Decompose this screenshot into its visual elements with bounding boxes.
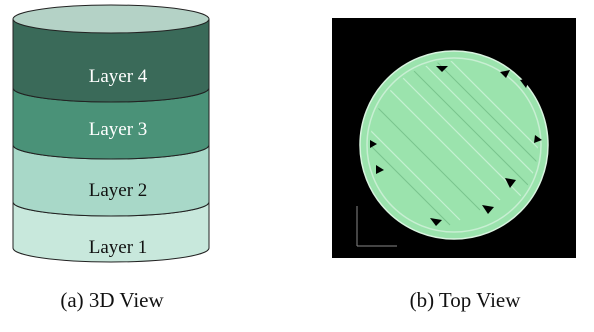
top-view-inner-ring bbox=[366, 57, 542, 233]
layered-cylinder-3d-view: Layer 4 Layer 3 Layer 2 Layer 1 bbox=[12, 4, 210, 263]
layer-4-band bbox=[12, 18, 210, 103]
cylinder-top-cap bbox=[12, 4, 210, 34]
layer-3-label: Layer 3 bbox=[89, 119, 148, 140]
layer-1-label: Layer 1 bbox=[89, 237, 148, 258]
layer-4-label: Layer 4 bbox=[89, 66, 148, 87]
axis-indicator bbox=[356, 206, 397, 247]
layer-2-label: Layer 2 bbox=[89, 180, 148, 201]
caption-3d-view: (a) 3D View bbox=[60, 288, 164, 312]
caption-top-view: (b) Top View bbox=[409, 288, 521, 312]
gap-markers bbox=[370, 66, 542, 226]
top-view-outer-ring bbox=[359, 50, 549, 240]
layer-top-view bbox=[332, 18, 576, 258]
